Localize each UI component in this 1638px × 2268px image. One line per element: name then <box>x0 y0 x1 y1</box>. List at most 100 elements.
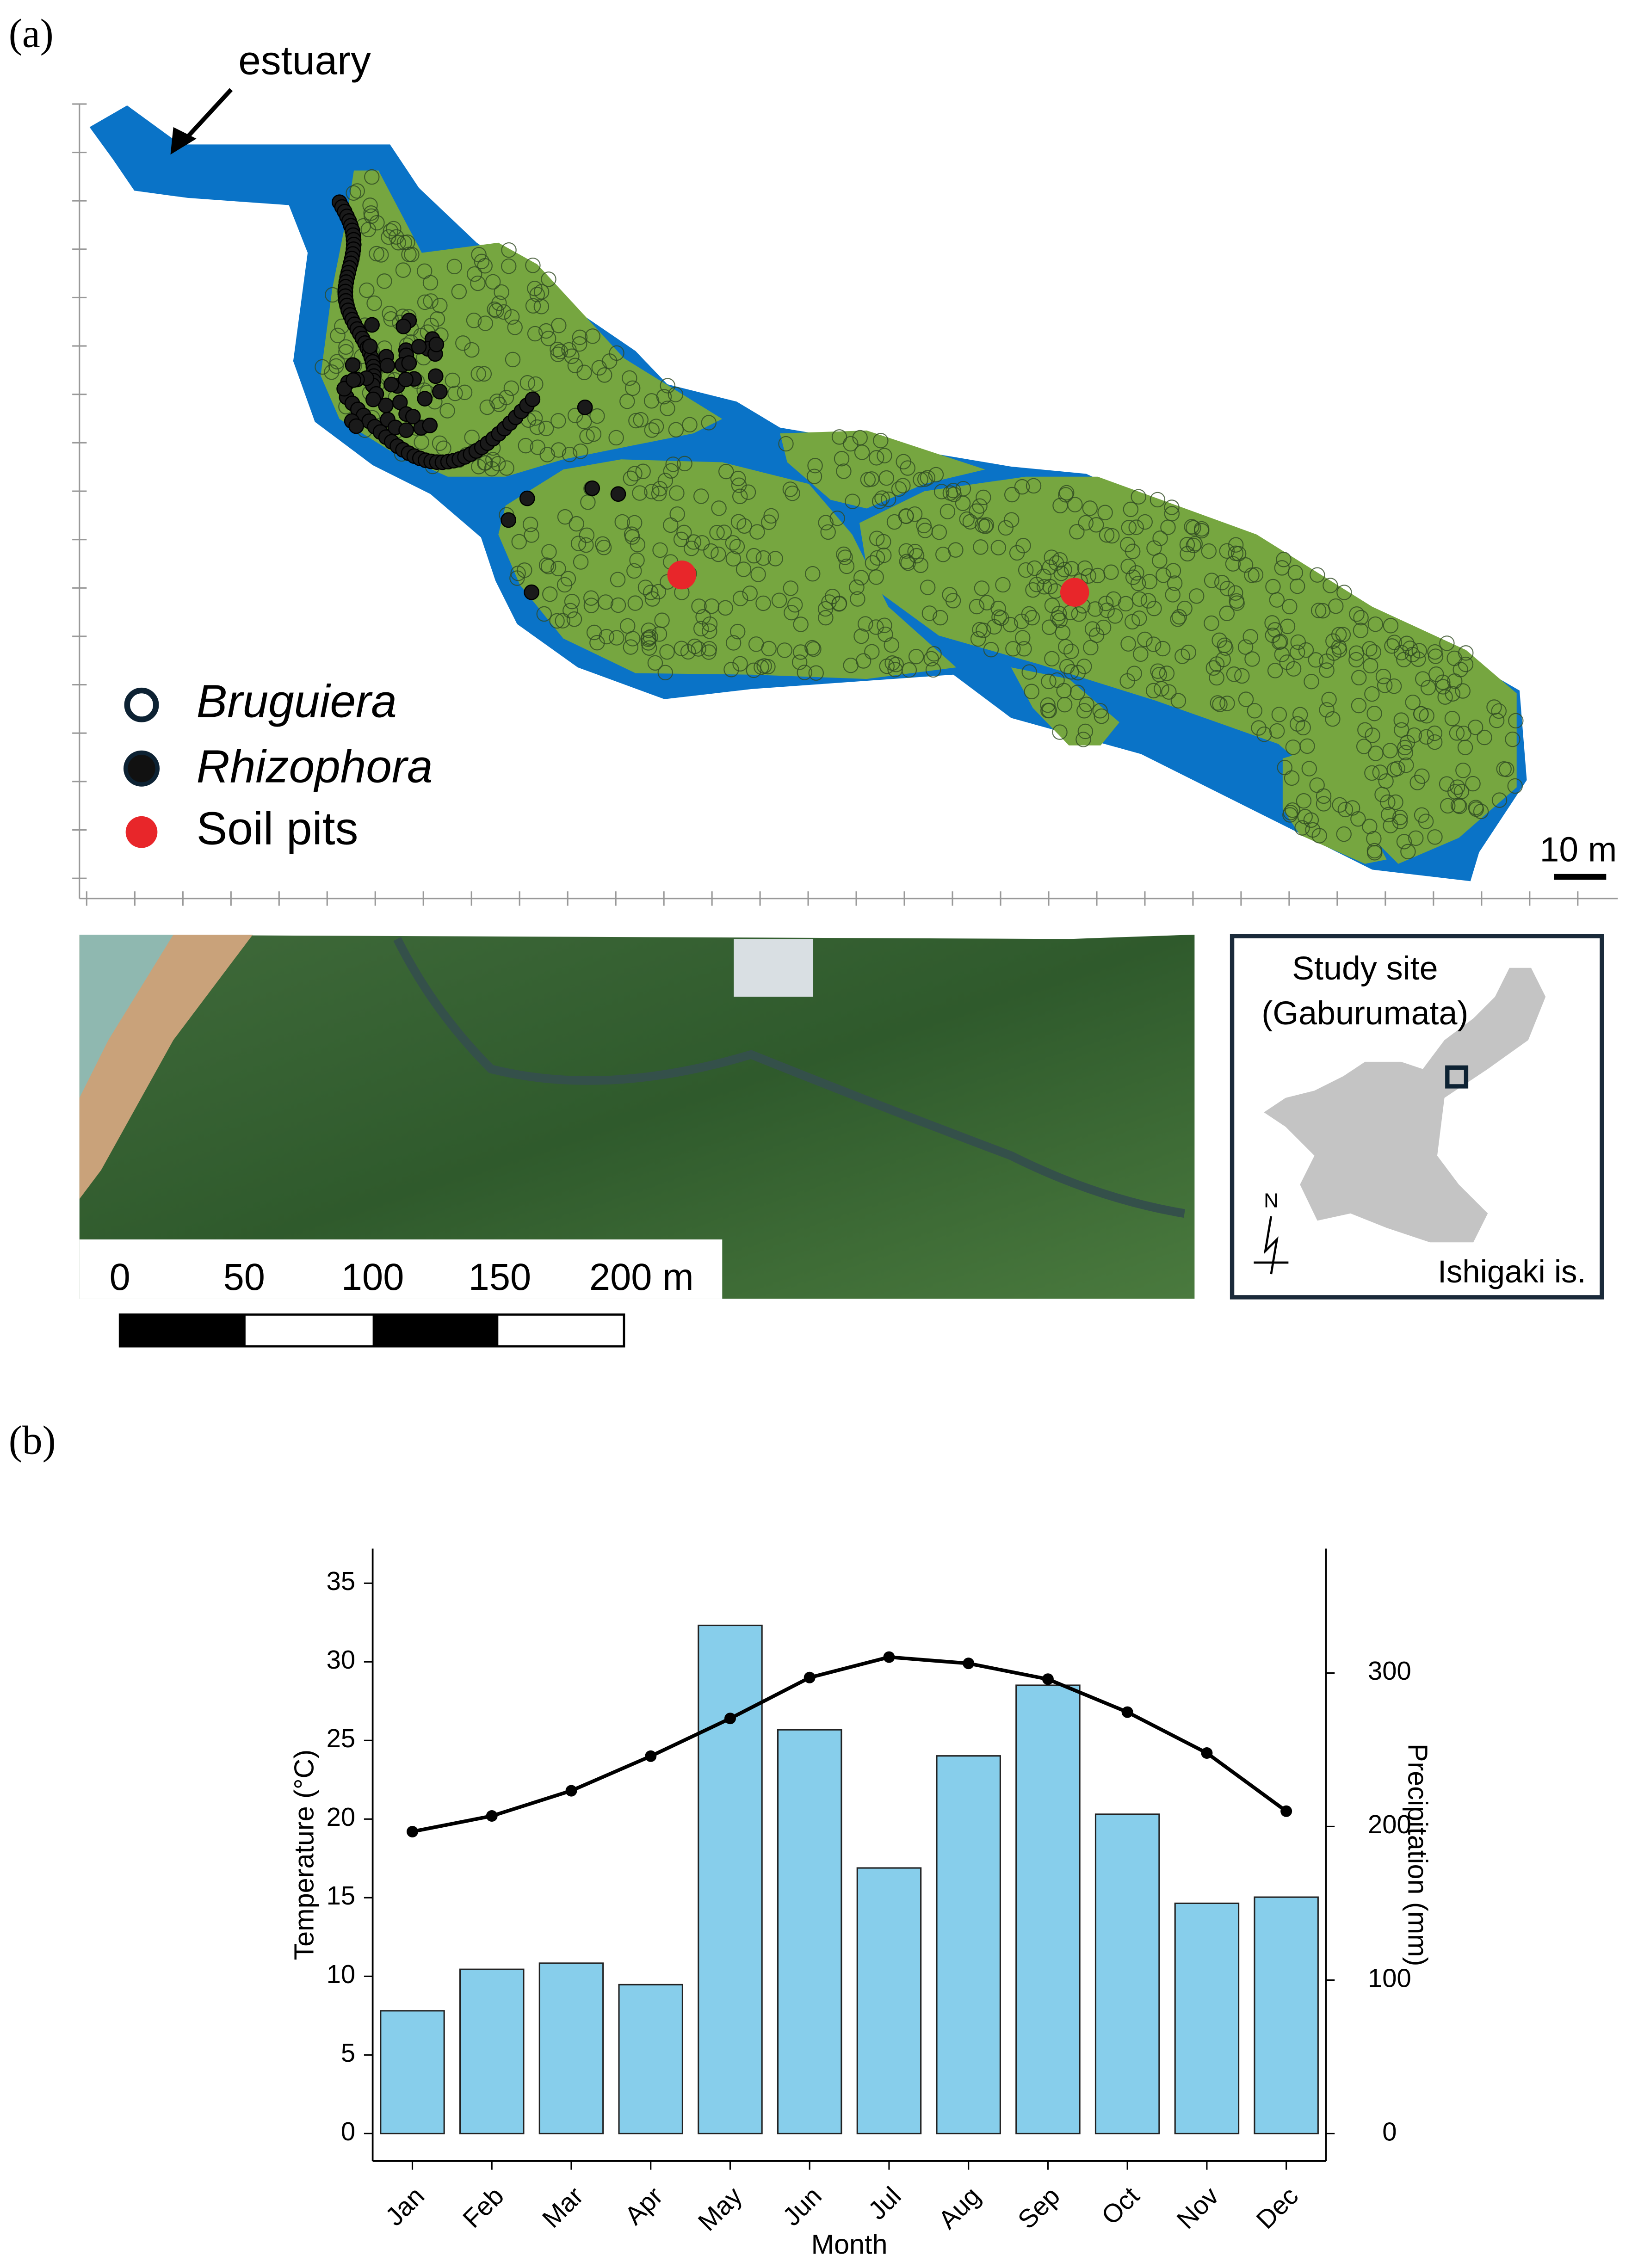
tree-marker <box>887 662 903 678</box>
tree-marker <box>632 485 648 501</box>
climate-chart: 0 5 10 15 20 25 30 35 0 100 200 300 Jan Feb Mar Apr May J… <box>289 1548 1433 2260</box>
tree-marker <box>1282 598 1298 615</box>
tree-marker <box>650 584 666 600</box>
tree-marker <box>491 295 507 311</box>
tree-marker <box>1063 561 1080 577</box>
tree-marker <box>1154 681 1169 697</box>
tree-marker <box>457 384 473 401</box>
photo-scale-box <box>79 1239 723 1299</box>
tree-marker <box>491 396 507 412</box>
tree-marker <box>1273 634 1288 649</box>
tree-marker <box>730 470 746 487</box>
legend-marker <box>123 750 160 787</box>
tree-marker <box>580 494 596 510</box>
rhizophora-marker <box>584 480 600 496</box>
tree-marker <box>538 420 554 437</box>
tree-marker <box>909 548 925 564</box>
tree-marker <box>793 616 809 632</box>
tree-marker <box>884 655 900 671</box>
tree-marker <box>1171 609 1187 625</box>
tree-marker <box>1408 830 1424 846</box>
tree-marker <box>572 329 588 345</box>
tree-marker <box>489 394 505 409</box>
tree-marker <box>619 394 635 409</box>
tree-marker <box>1219 605 1235 621</box>
bar <box>380 2010 445 2134</box>
tree-marker <box>723 662 739 678</box>
tree-marker <box>648 419 664 434</box>
tree-marker <box>1458 645 1474 661</box>
tree-marker <box>746 662 762 678</box>
tree-marker <box>386 221 402 237</box>
tree-marker <box>562 603 578 619</box>
tree-marker <box>1059 659 1075 675</box>
x-tick-label: Sep <box>1012 2181 1065 2234</box>
tree-marker <box>1044 651 1060 667</box>
tree-marker <box>539 447 555 462</box>
y-tick-label: 10 <box>327 1960 356 1989</box>
tree-marker <box>1187 536 1203 552</box>
tree-marker <box>1256 726 1272 742</box>
tree-marker <box>432 297 448 314</box>
tree-marker <box>447 385 463 401</box>
tree-marker <box>1415 671 1431 687</box>
tree-marker <box>507 320 523 335</box>
tree-marker <box>1076 703 1092 719</box>
tree-marker <box>1058 639 1074 655</box>
tree-marker <box>1298 642 1314 658</box>
tree-marker <box>568 407 583 424</box>
tree-marker <box>1161 684 1177 700</box>
tree-marker <box>1439 776 1455 792</box>
tree-marker <box>1405 694 1421 710</box>
tree-marker <box>1319 662 1335 678</box>
tree-marker <box>496 304 512 320</box>
tree-marker <box>1366 644 1381 660</box>
tree-marker <box>579 527 595 543</box>
tree-marker <box>1099 602 1115 618</box>
tree-marker <box>627 466 643 481</box>
tree-marker <box>1353 622 1369 638</box>
site-marker <box>1445 1065 1469 1089</box>
rhizophora-marker <box>428 336 445 352</box>
tree-marker <box>1439 635 1455 651</box>
tree-marker <box>731 477 747 493</box>
scale-label: 10 m <box>1540 830 1617 869</box>
forest-patch <box>859 476 1517 864</box>
tree-marker <box>1384 638 1400 654</box>
tree-marker <box>1337 801 1354 818</box>
tree-marker <box>742 585 758 601</box>
tree-marker <box>1126 666 1142 681</box>
tree-marker <box>1348 652 1364 668</box>
tree-marker <box>1357 722 1373 738</box>
tree-marker <box>466 313 482 328</box>
tree-marker <box>1155 641 1171 657</box>
tree-marker <box>1331 639 1347 655</box>
tree-marker <box>479 399 495 415</box>
tree-marker <box>1264 615 1280 631</box>
tree-marker <box>986 619 1002 635</box>
photo-scale-label: 150 <box>469 1257 531 1298</box>
tree-marker <box>804 640 820 656</box>
tree-marker <box>494 284 509 300</box>
tree-marker <box>877 617 892 633</box>
rhizophora-marker <box>346 372 361 388</box>
tree-marker <box>979 595 995 610</box>
tree-marker <box>732 488 748 504</box>
bar <box>1094 1813 1160 2134</box>
tree-marker <box>1447 673 1463 689</box>
tree-marker <box>1276 552 1292 567</box>
x-tick-label: Feb <box>457 2181 509 2233</box>
tree-marker <box>556 577 573 593</box>
tree-marker <box>970 631 986 647</box>
tree-marker <box>1146 540 1162 556</box>
tree-marker <box>1428 648 1444 664</box>
tree-marker <box>1388 794 1403 810</box>
tree-marker <box>730 514 747 530</box>
tree-marker <box>1279 618 1296 635</box>
tree-marker <box>990 540 1007 555</box>
tree-marker <box>1271 707 1287 722</box>
tree-marker <box>1098 596 1114 611</box>
tree-marker <box>1125 614 1140 630</box>
tree-marker <box>1237 639 1254 655</box>
tree-marker <box>1184 519 1199 535</box>
